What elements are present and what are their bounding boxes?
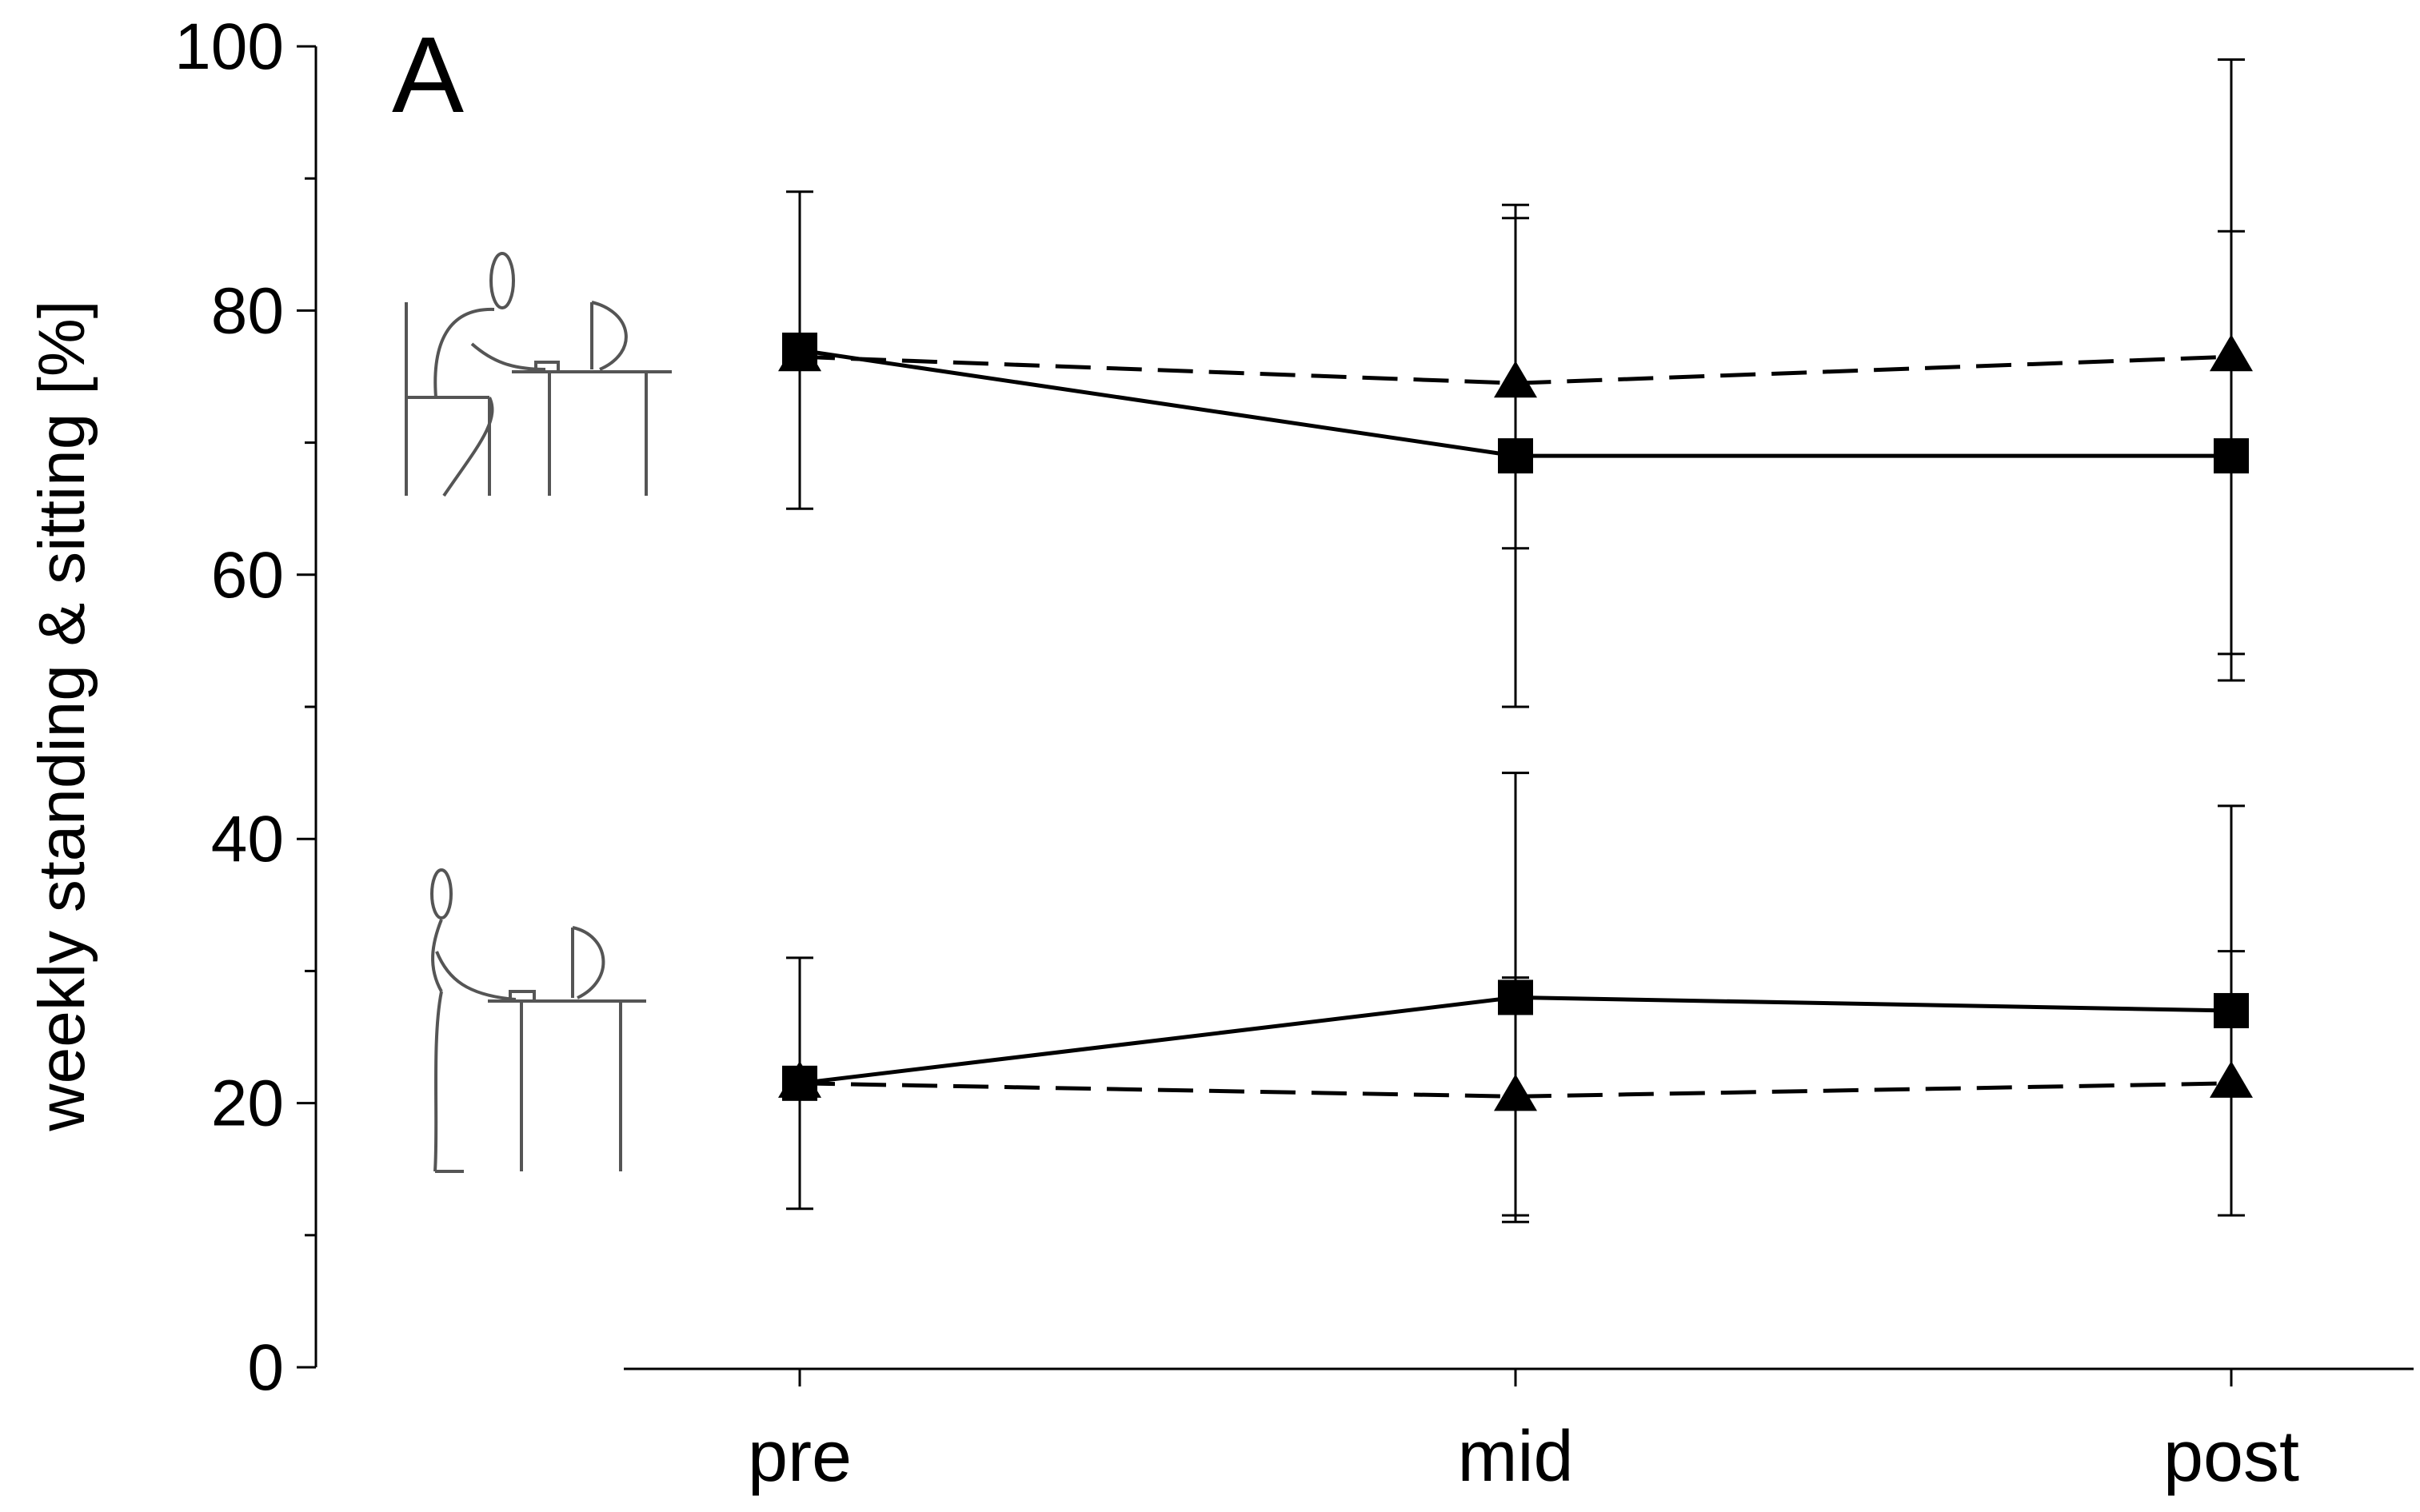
- series-4: [778, 950, 2253, 1217]
- series-line: [799, 1081, 2232, 1099]
- y-tick-label: 60: [211, 539, 284, 612]
- triangle-marker: [2210, 334, 2253, 372]
- panel-label: A: [392, 14, 464, 135]
- y-tick-label: 0: [247, 1331, 284, 1404]
- axes-layer: 0 20 40 60 80 100 pre mid post: [174, 10, 2414, 1497]
- series-2: [778, 58, 2253, 656]
- x-tick-label: post: [2163, 1417, 2299, 1497]
- x-tick-label: pre: [748, 1417, 852, 1497]
- series-line: [799, 354, 2232, 385]
- y-tick-label: 40: [211, 803, 284, 876]
- triangle-marker: [778, 1060, 821, 1098]
- icons-layer: [405, 252, 672, 1173]
- triangle-marker: [778, 334, 821, 372]
- triangle-marker: [1494, 361, 1537, 398]
- triangle-marker: [1494, 1074, 1537, 1111]
- standing-at-desk-icon: [430, 868, 646, 1173]
- y-tick-label: 20: [211, 1067, 284, 1140]
- y-tick-label: 80: [211, 274, 284, 347]
- y-tick-label: 100: [174, 10, 284, 83]
- series-layer: [778, 58, 2253, 1223]
- sitting-at-desk-icon: [405, 252, 672, 497]
- x-tick-label: mid: [1457, 1417, 1573, 1497]
- triangle-marker: [2210, 1060, 2253, 1098]
- y-axis-label: weekly standing & sitting [%]: [26, 300, 98, 1131]
